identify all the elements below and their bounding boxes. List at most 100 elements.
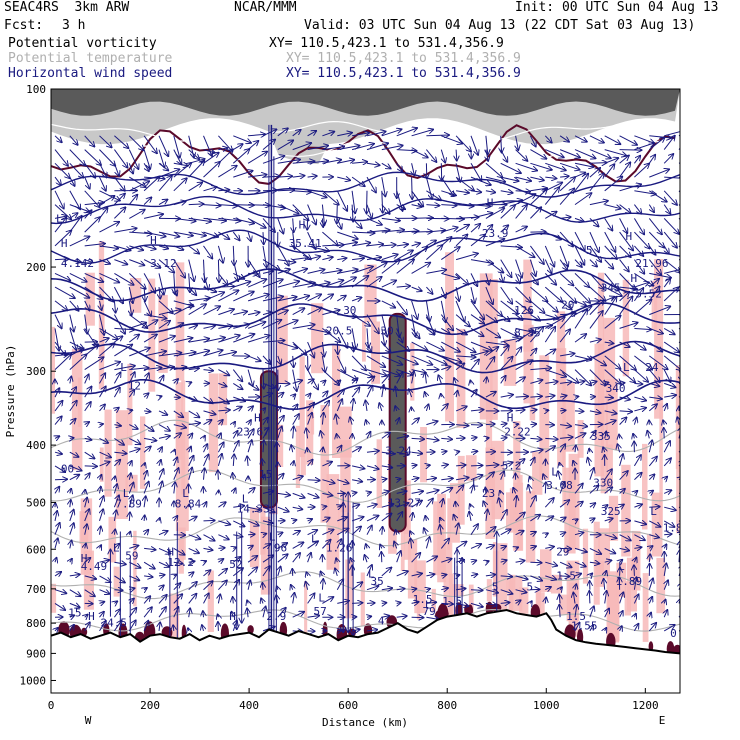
- contour-label: H: [150, 234, 157, 247]
- wind-vector: [85, 489, 86, 493]
- wind-vector: [100, 424, 104, 425]
- wind-vector: [291, 445, 293, 453]
- wind-vector: [366, 143, 389, 151]
- contour-label: 57: [314, 605, 327, 618]
- wind-vector: [559, 177, 575, 192]
- wind-vector: [411, 553, 421, 563]
- wind-vector: [560, 353, 575, 356]
- wind-vector: [560, 576, 570, 577]
- wind-vector: [218, 559, 223, 562]
- wind-vector: [69, 236, 90, 247]
- wind-vector: [99, 190, 121, 201]
- wind-vector: [143, 481, 149, 494]
- wind-vector: [485, 225, 493, 233]
- wind-vector: [158, 411, 168, 415]
- contour-label: 3.12: [150, 257, 177, 270]
- pv-shade-patch: [443, 542, 453, 616]
- wind-vector: [678, 382, 680, 385]
- wind-vector: [292, 414, 299, 425]
- wind-vector: [308, 393, 311, 397]
- wind-vector: [99, 575, 111, 582]
- wind-vector: [69, 574, 80, 576]
- wind-vector: [486, 561, 489, 562]
- wind-vector: [158, 595, 167, 604]
- wind-vector: [515, 347, 522, 357]
- wind-vector: [173, 367, 187, 370]
- wind-vector: [203, 292, 225, 302]
- wind-vector: [337, 539, 341, 549]
- wind-vector: [129, 545, 138, 548]
- wind-vector: [203, 593, 209, 604]
- wind-vector: [188, 325, 198, 328]
- wind-vector: [352, 258, 364, 260]
- wind-vector: [262, 312, 272, 315]
- wind-vector: [411, 205, 423, 207]
- wind-vector: [174, 449, 175, 452]
- wind-vector: [573, 461, 575, 466]
- wind-vector: [99, 163, 107, 177]
- wind-vector: [189, 608, 191, 618]
- wind-vector: [69, 465, 82, 471]
- wind-vector: [203, 350, 223, 357]
- wind-vector: [54, 217, 67, 233]
- wind-vector: [530, 450, 543, 453]
- contour-label: 23.9: [482, 227, 509, 240]
- contour-label: 2.9: [266, 610, 286, 623]
- wind-vector: [381, 616, 390, 618]
- pv-shade-patch: [362, 321, 366, 362]
- contour-label: 15: [68, 607, 81, 620]
- contour-label: 5: [527, 581, 534, 594]
- wind-vector: [70, 615, 75, 617]
- wind-vector: [394, 541, 397, 549]
- wind-vector: [560, 437, 573, 438]
- wind-vector: [529, 273, 538, 284]
- pv-shade-patch: [376, 439, 382, 508]
- wind-vector: [456, 191, 469, 193]
- wind-vector: [366, 525, 372, 535]
- wind-vector: [530, 177, 544, 180]
- wind-vector: [158, 149, 165, 168]
- wind-vector: [337, 517, 347, 521]
- wind-vector: [70, 559, 72, 563]
- wind-vector: [486, 135, 488, 155]
- wind-vector: [411, 452, 423, 453]
- wind-vector: [158, 176, 172, 192]
- wind-vector: [158, 246, 169, 249]
- wind-vector: [396, 616, 407, 617]
- wind-vector: [589, 135, 604, 143]
- wind-vector: [202, 625, 204, 632]
- wind-vector: [188, 547, 200, 553]
- wind-vector: [70, 509, 74, 522]
- wind-vector: [69, 176, 75, 186]
- wind-vector: [218, 580, 227, 591]
- wind-vector: [322, 218, 323, 227]
- wind-vector: [366, 244, 384, 246]
- wind-vector: [232, 441, 239, 453]
- wind-vector: [55, 511, 57, 522]
- wind-vector: [471, 560, 477, 562]
- wind-vector: [530, 396, 542, 397]
- wind-vector: [515, 194, 536, 206]
- wind-vector: [366, 565, 372, 577]
- wind-vector: [218, 205, 237, 206]
- wind-vector: [441, 327, 450, 333]
- wind-vector: [426, 230, 445, 232]
- wind-vector: [307, 269, 325, 274]
- wind-vector: [143, 320, 158, 329]
- wind-vector: [441, 488, 452, 494]
- pv-shade-patch: [326, 474, 340, 570]
- wind-vector: [262, 320, 282, 329]
- wind-vector: [262, 427, 269, 439]
- wind-vector: [218, 259, 219, 283]
- wind-vector: [397, 551, 401, 563]
- wind-vector: [263, 408, 265, 411]
- wind-vector: [545, 576, 556, 580]
- wind-vector: [412, 371, 414, 384]
- wind-vector: [425, 516, 426, 521]
- wind-vector: [188, 561, 195, 562]
- wind-vector: [144, 576, 153, 577]
- wind-vector: [114, 135, 128, 149]
- pv-shade-patch: [654, 259, 664, 419]
- wind-vector: [85, 497, 88, 508]
- wind-vector: [69, 354, 87, 370]
